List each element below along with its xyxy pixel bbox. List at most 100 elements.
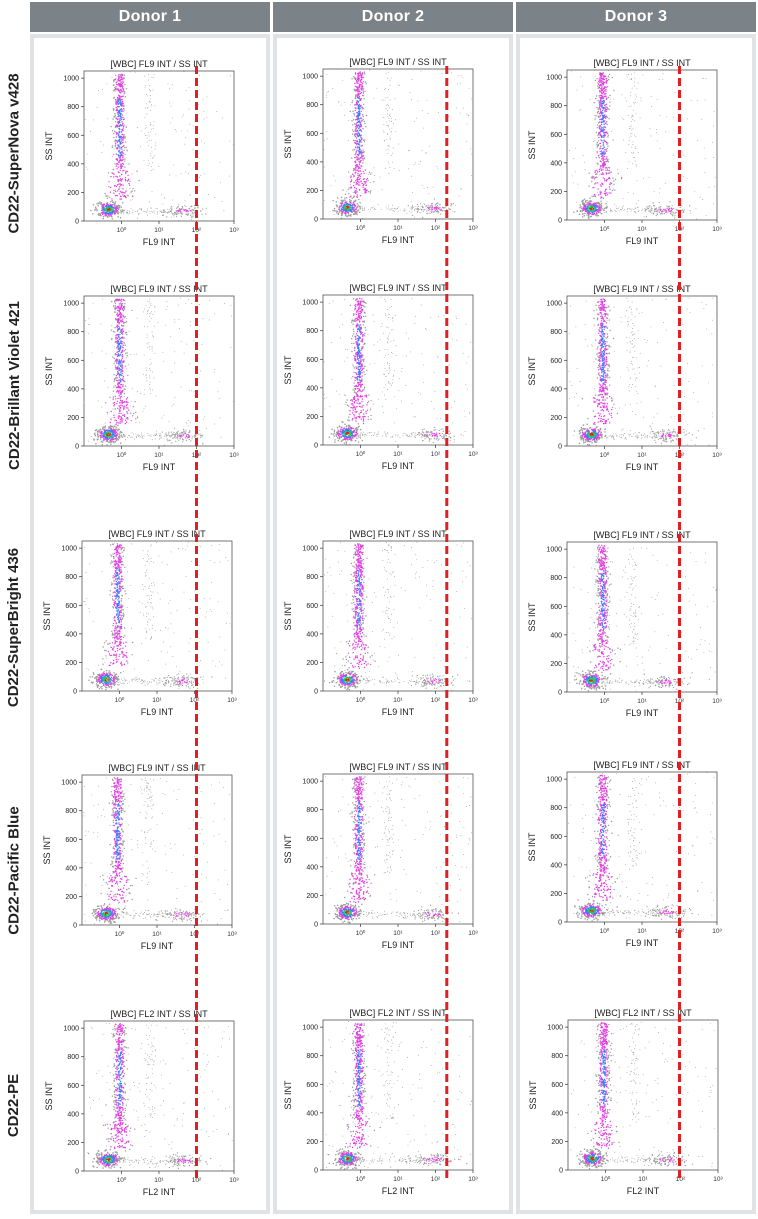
data-point <box>360 124 361 125</box>
data-point <box>660 209 661 210</box>
data-point <box>605 106 606 107</box>
data-point <box>179 328 180 329</box>
data-point <box>358 80 359 81</box>
data-point <box>471 175 472 176</box>
data-point <box>389 363 390 364</box>
data-point <box>428 210 429 211</box>
data-point <box>185 433 186 434</box>
data-point <box>616 208 617 209</box>
data-point <box>602 172 603 173</box>
data-point <box>600 91 601 92</box>
data-point <box>117 438 118 439</box>
data-point <box>118 171 119 172</box>
data-point <box>102 89 103 90</box>
data-point <box>167 209 168 210</box>
data-point <box>142 436 143 437</box>
data-point <box>150 303 151 304</box>
data-point <box>664 209 665 210</box>
data-point <box>124 434 125 435</box>
data-point <box>201 141 202 142</box>
data-point <box>357 154 358 155</box>
data-point <box>606 168 607 169</box>
data-point <box>423 209 424 210</box>
data-point <box>122 362 123 363</box>
data-point <box>148 342 149 343</box>
data-point <box>120 209 121 210</box>
data-point <box>355 94 356 95</box>
data-point <box>113 85 114 86</box>
data-point <box>149 313 150 314</box>
data-point <box>598 108 599 109</box>
data-point <box>221 201 222 202</box>
data-point <box>602 84 603 85</box>
data-point <box>366 184 367 185</box>
data-point <box>361 152 362 153</box>
data-point <box>126 411 127 412</box>
data-point <box>125 439 126 440</box>
data-point <box>348 209 349 210</box>
data-point <box>348 189 349 190</box>
data-point <box>353 207 354 208</box>
data-point <box>601 165 602 166</box>
data-point <box>105 402 106 403</box>
data-point <box>604 110 605 111</box>
data-point <box>115 408 116 409</box>
data-point <box>374 209 375 210</box>
data-point <box>346 206 348 208</box>
data-point <box>124 161 125 162</box>
data-point <box>123 137 124 138</box>
data-point <box>357 75 358 76</box>
data-point <box>169 211 170 212</box>
data-point <box>391 128 392 129</box>
data-point <box>347 210 348 211</box>
data-point <box>355 180 356 181</box>
data-point <box>127 355 128 356</box>
data-point <box>357 166 358 167</box>
data-point <box>137 416 138 417</box>
data-point <box>170 208 171 209</box>
data-point <box>326 95 327 96</box>
data-point <box>146 370 147 371</box>
data-point <box>174 437 175 438</box>
data-point <box>133 406 134 407</box>
data-point <box>357 170 358 171</box>
data-point <box>135 211 136 212</box>
data-point <box>122 211 123 212</box>
data-point <box>113 331 114 332</box>
data-point <box>600 109 601 110</box>
data-point <box>600 84 601 85</box>
data-point <box>122 354 123 355</box>
data-point <box>85 119 86 120</box>
data-point <box>221 437 222 438</box>
data-point <box>421 353 422 354</box>
data-point <box>154 326 155 327</box>
data-point <box>188 420 189 421</box>
data-point <box>121 75 122 76</box>
data-point <box>599 107 600 108</box>
data-point <box>186 344 187 345</box>
data-point <box>117 346 118 347</box>
data-point <box>149 307 150 308</box>
y-tick-label: 0 <box>75 444 79 451</box>
data-point <box>582 201 584 203</box>
data-point <box>361 86 362 87</box>
data-point <box>118 181 119 182</box>
data-point <box>595 182 596 183</box>
data-point <box>117 88 118 89</box>
data-point <box>631 136 632 137</box>
data-point <box>348 120 349 121</box>
data-point <box>351 157 352 158</box>
data-point <box>451 407 452 408</box>
data-point <box>189 124 190 125</box>
data-point <box>114 90 115 91</box>
data-point <box>219 398 220 399</box>
data-point <box>325 408 326 409</box>
data-point <box>629 137 630 138</box>
data-point <box>471 153 472 154</box>
data-point <box>114 419 115 420</box>
data-point <box>588 186 589 187</box>
data-point <box>395 315 396 316</box>
data-point <box>147 311 148 312</box>
data-point <box>631 106 632 107</box>
data-point <box>209 320 210 321</box>
